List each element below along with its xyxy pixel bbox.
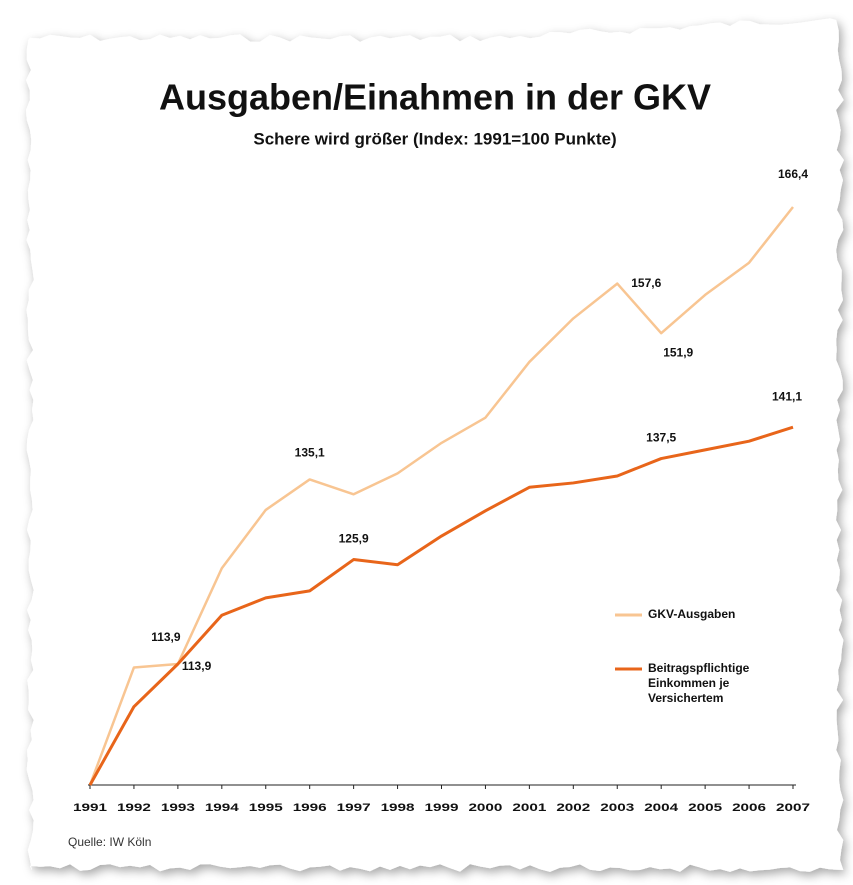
legend-label: GKV-Ausgaben <box>648 607 736 621</box>
x-tick-label: 1996 <box>293 802 327 814</box>
data-label: 137,5 <box>646 431 676 445</box>
series-line <box>88 206 794 786</box>
data-label: 125,9 <box>339 532 369 546</box>
data-label: 141,1 <box>772 389 802 403</box>
source: Quelle: IW Köln <box>68 835 151 849</box>
x-tick-label: 2005 <box>688 802 722 814</box>
data-label: 113,9 <box>182 659 212 673</box>
x-tick-label: 2006 <box>732 802 766 814</box>
data-label: 157,6 <box>631 276 661 290</box>
data-label: 166,4 <box>778 167 808 181</box>
x-tick-label: 1997 <box>337 802 371 814</box>
x-tick-label: 1994 <box>205 802 240 814</box>
chart-subtitle: Schere wird größer (Index: 1991=100 Punk… <box>253 129 616 148</box>
x-tick-label: 2007 <box>776 802 810 814</box>
series-line <box>88 425 794 786</box>
x-tick-label: 2004 <box>644 802 679 814</box>
x-tick-label: 1992 <box>117 802 151 814</box>
x-tick-label: 2003 <box>600 802 634 814</box>
x-tick-label: 1998 <box>381 802 415 814</box>
x-tick-label: 2002 <box>556 802 590 814</box>
x-tick-label: 2000 <box>468 802 502 814</box>
data-label: 151,9 <box>663 345 693 359</box>
data-label: 113,9 <box>151 630 181 644</box>
torn-paper <box>26 18 844 872</box>
x-tick-label: 1999 <box>425 802 459 814</box>
x-tick-label: 1993 <box>161 802 195 814</box>
legend-label: Beitragspflichtige Einkommen je Versiche… <box>648 661 750 705</box>
x-tick-label: 1991 <box>73 802 107 814</box>
chart-title: Ausgaben/Einahmen in der GKV <box>159 77 711 118</box>
data-label: 135,1 <box>295 446 325 460</box>
x-tick-label: 2001 <box>512 802 546 814</box>
x-tick-label: 1995 <box>249 802 283 814</box>
